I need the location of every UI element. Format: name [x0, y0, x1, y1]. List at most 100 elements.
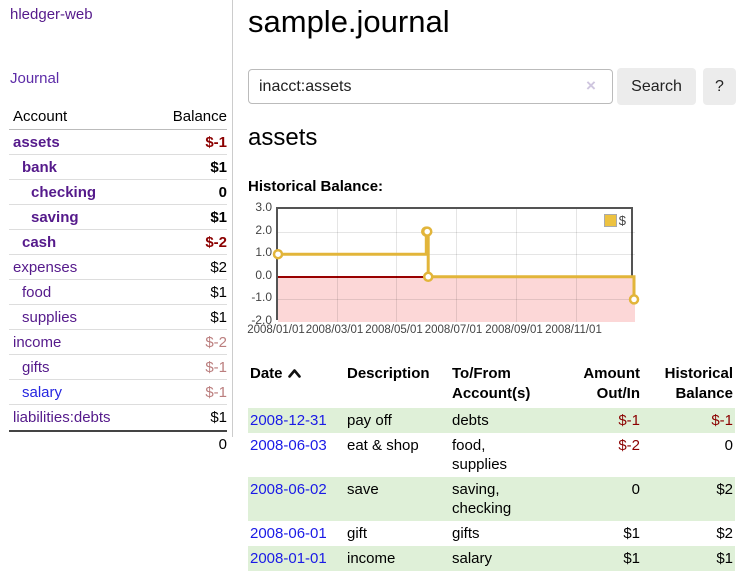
total-balance: 0: [218, 435, 227, 453]
sidebar-account-link[interactable]: cash: [22, 233, 57, 251]
sidebar-account-link[interactable]: gifts: [22, 358, 50, 376]
app-brand-link[interactable]: hledger-web: [10, 6, 93, 23]
transaction-date-link[interactable]: 2008-06-02: [250, 481, 327, 498]
data-point-marker: [272, 248, 284, 260]
search-form: × Search ?: [248, 68, 736, 105]
transaction-row: 2008-06-03 eat & shop food, supplies $-2 0: [248, 433, 735, 477]
transaction-amount-cell: $-2: [618, 437, 640, 454]
sidebar-accounts-header: Account Balance: [9, 103, 227, 130]
y-axis-tick-label: -2.0: [251, 313, 272, 327]
sidebar-account-row: bank $1: [9, 155, 227, 180]
search-input[interactable]: [248, 69, 613, 104]
transaction-date-cell: 2008-06-01: [248, 521, 345, 546]
transaction-date-link[interactable]: 2008-06-03: [250, 437, 327, 454]
transaction-account-cell: saving, checking: [452, 481, 512, 517]
vertical-gridline: [575, 209, 577, 322]
transaction-row: 2008-01-01 income salary $1 $1: [248, 546, 735, 571]
account-balance: 0: [218, 183, 227, 201]
sidebar-account-link[interactable]: food: [22, 283, 52, 301]
sidebar-account-row: gifts $-1: [9, 355, 227, 380]
transaction-amount-cell: $-1: [618, 412, 640, 429]
transaction-date-link[interactable]: 2008-12-31: [250, 412, 327, 429]
account-balance: $-2: [205, 333, 227, 351]
chart-legend: $: [601, 212, 628, 229]
clear-search-icon[interactable]: ×: [586, 76, 596, 95]
description-header: Description: [347, 365, 430, 382]
y-axis-tick-label: 0.0: [255, 267, 272, 282]
data-point-marker: [422, 271, 434, 283]
sort-ascending-icon: [287, 364, 301, 384]
negative-region: [278, 275, 635, 322]
transaction-row: 2008-12-31 pay off debts $-1 $-1: [248, 408, 735, 433]
account-balance: $1: [210, 409, 227, 426]
account-balance: $-1: [205, 383, 227, 401]
transaction-balance-cell: $2: [716, 481, 733, 498]
horizontal-gridline: [278, 254, 635, 256]
y-axis-tick-label: 2.0: [255, 222, 272, 237]
x-axis-tick-label: 2008/03/01: [305, 324, 364, 336]
transaction-balance-cell: 0: [724, 437, 733, 454]
register-header-row: Date Description To/From Account(s) Amou…: [248, 362, 735, 408]
x-axis-tick-label: 2008/09/01: [485, 324, 543, 336]
transaction-row: 2008-06-02 save saving, checking 0 $2: [248, 477, 735, 521]
sidebar-account-row: supplies $1: [9, 305, 227, 330]
sidebar-account-link[interactable]: liabilities:debts: [13, 409, 111, 426]
sidebar-account-row: salary $-1: [9, 380, 227, 405]
transaction-balance-cell: $-1: [711, 412, 733, 429]
sidebar-account-link[interactable]: bank: [22, 158, 58, 176]
sidebar-account-row: checking 0: [9, 180, 227, 205]
data-point-marker: [421, 226, 433, 237]
balance-column-header: Balance: [172, 108, 227, 125]
transaction-description-cell: income: [347, 550, 396, 567]
transaction-row: 2008-06-01 gift gifts $1 $2: [248, 521, 735, 546]
transaction-amount-cell: $1: [623, 525, 640, 542]
horizontal-gridline: [278, 231, 635, 233]
chart-label: Historical Balance:: [248, 178, 384, 195]
sidebar-account-row: liabilities:debts $1: [9, 405, 227, 430]
sidebar-account-link[interactable]: supplies: [22, 308, 78, 326]
sidebar-accounts-table: Account Balance assets $-1 bank $1 checking 0…: [9, 103, 227, 456]
transaction-account-cell: food, supplies: [452, 437, 508, 473]
sidebar: hledger-web Journal Account Balance asse…: [0, 0, 233, 453]
y-axis-tick-label: 1.0: [255, 245, 272, 260]
search-button[interactable]: Search: [617, 68, 696, 105]
balance-header: Historical Balance: [664, 365, 733, 402]
x-axis-tick-label: 2008/11/01: [545, 324, 602, 336]
sidebar-total-row: 0: [9, 430, 227, 456]
data-point-marker: [628, 294, 640, 305]
transaction-description-cell: save: [347, 481, 379, 498]
vertical-gridline: [455, 209, 457, 322]
transaction-description-cell: pay off: [347, 412, 392, 429]
account-title: assets: [248, 124, 318, 151]
transaction-date-link[interactable]: 2008-01-01: [250, 550, 327, 567]
sidebar-account-link[interactable]: expenses: [13, 258, 78, 276]
x-axis-tick-label: 2008/07/01: [424, 324, 483, 336]
sidebar-account-row: expenses $2: [9, 255, 227, 280]
vertical-gridline: [396, 209, 398, 322]
transaction-amount-cell: $1: [623, 550, 640, 567]
date-sort-header[interactable]: Date: [248, 362, 345, 408]
account-balance: $1: [210, 283, 227, 301]
sidebar-item-journal[interactable]: Journal: [10, 70, 60, 87]
account-balance: $1: [210, 158, 227, 176]
sidebar-account-link[interactable]: salary: [22, 383, 63, 401]
account-header: To/From Account(s): [452, 365, 531, 402]
transaction-account-cell: salary: [452, 550, 493, 567]
legend-label: $: [618, 213, 626, 228]
sidebar-account-link[interactable]: income: [13, 333, 62, 351]
transaction-date-cell: 2008-01-01: [248, 546, 345, 571]
sidebar-account-row: saving $1: [9, 205, 227, 230]
help-button[interactable]: ?: [703, 68, 736, 105]
account-balance: $-1: [205, 133, 227, 151]
sidebar-account-link[interactable]: saving: [31, 208, 79, 226]
chart-plot-area: $: [272, 207, 640, 322]
transaction-date-link[interactable]: 2008-06-01: [250, 525, 327, 542]
transaction-balance-cell: $1: [716, 550, 733, 567]
amount-header: Amount Out/In: [583, 365, 640, 402]
sidebar-account-link[interactable]: checking: [31, 183, 97, 201]
transaction-balance-cell: $2: [716, 525, 733, 542]
legend-swatch-icon: [603, 214, 617, 227]
account-balance: $1: [210, 208, 227, 226]
sidebar-account-link[interactable]: assets: [13, 133, 60, 151]
account-column-header: Account: [13, 108, 68, 125]
